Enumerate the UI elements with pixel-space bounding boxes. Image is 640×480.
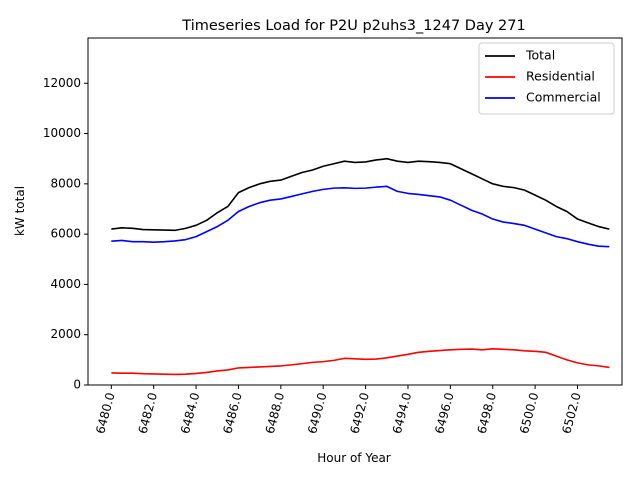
y-axis-label: kW total — [13, 186, 27, 236]
y-tick-label: 12000 — [43, 76, 81, 90]
y-tick-label: 10000 — [43, 126, 81, 140]
y-tick-label: 6000 — [50, 227, 81, 241]
legend-entries: Total Residential Commercial — [485, 48, 601, 105]
legend: Total Residential Commercial — [478, 42, 615, 115]
y-tick-label: 2000 — [50, 327, 81, 341]
legend-box — [478, 42, 615, 115]
chart-title: Timeseries Load for P2U p2uhs3_1247 Day … — [181, 18, 525, 34]
legend-label-residential: Residential — [526, 69, 595, 84]
series-line-residential — [111, 347, 610, 376]
plot-frame — [87, 37, 623, 386]
y-tick-label: 4000 — [50, 277, 81, 291]
series-line-total — [111, 157, 610, 232]
y-axis-ticks: 0 2000 4000 6000 8000 10000 12000 — [43, 76, 88, 392]
legend-label-total: Total — [525, 48, 555, 63]
series-lines — [111, 157, 610, 376]
y-tick-label: 0 — [73, 378, 81, 392]
series-line-commercial — [111, 185, 610, 248]
legend-label-commercial: Commercial — [526, 90, 601, 105]
y-tick-label: 8000 — [50, 176, 81, 190]
x-axis-label: Hour of Year — [317, 451, 391, 465]
